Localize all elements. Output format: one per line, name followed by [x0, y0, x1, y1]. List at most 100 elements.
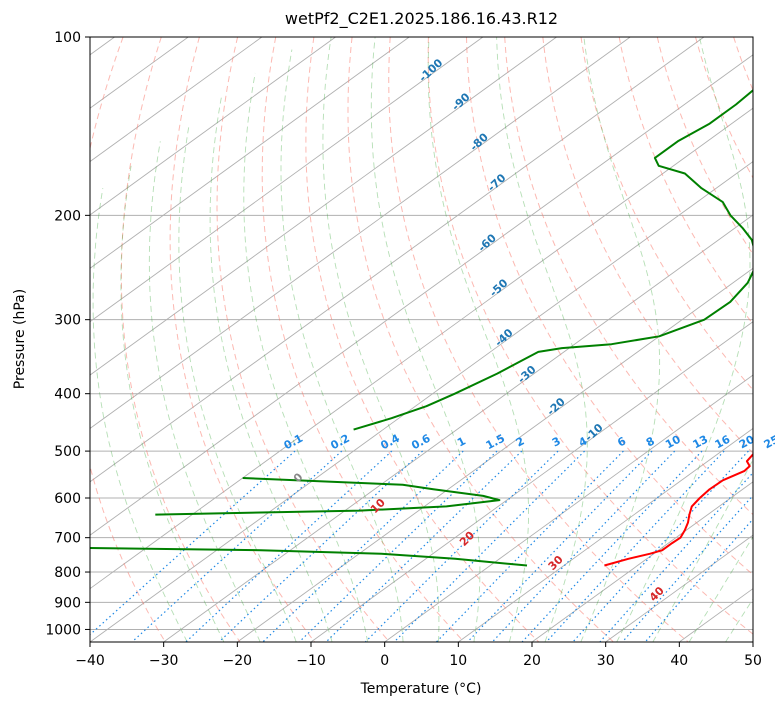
moist-adiabat-line — [427, 37, 529, 642]
dry-adiabat-label: 0 — [291, 470, 306, 485]
axes: −40 −30 −20 −10 0 10 20 30 40 5010020030040050060… — [45, 30, 762, 669]
profile-lines — [90, 89, 753, 567]
x-tick-label: −30 — [149, 653, 179, 669]
dry-adiabat-line — [388, 37, 689, 642]
moist-adiabat-line — [370, 37, 481, 642]
moist-adiabat-line — [209, 94, 333, 642]
mixing-ratio-label: 2 — [514, 434, 527, 449]
y-tick-label: 100 — [54, 30, 81, 46]
dry-adiabat-label: 30 — [546, 553, 566, 573]
isotherm-line — [90, 54, 753, 536]
isotherm-label: -80 — [468, 130, 492, 153]
isotherm-line — [752, 641, 753, 642]
mixing-ratio-line — [262, 450, 464, 642]
mixing-ratio-label: 6 — [615, 434, 628, 449]
mixing-ratio-line — [521, 450, 703, 642]
y-tick-label: 400 — [54, 387, 81, 403]
dry-adiabat-line — [580, 37, 753, 391]
mixing-ratio-label: 20 — [737, 433, 757, 452]
x-tick-label: 50 — [744, 653, 762, 669]
moist-adiabat-line — [120, 165, 225, 642]
isotherm-label: -100 — [416, 56, 445, 85]
moist-adiabat-line — [725, 598, 753, 642]
dry-adiabat-line — [0, 37, 9, 642]
dry-adiabat-line — [90, 639, 92, 642]
isotherm-line — [237, 267, 753, 642]
dry-adiabat-line — [169, 37, 316, 642]
isotherm-line — [90, 37, 705, 483]
x-tick-label: 30 — [597, 653, 615, 669]
dry-adiabat-label: 10 — [368, 496, 388, 516]
x-tick-label: 40 — [670, 653, 688, 669]
mixing-ratio-line — [467, 450, 653, 642]
dry-adiabat-label: 20 — [457, 529, 477, 549]
mixing-ratio-line — [325, 450, 523, 642]
mixing-ratio-line — [218, 450, 424, 642]
moist-adiabat-line — [243, 72, 369, 642]
y-tick-label: 500 — [54, 444, 81, 460]
mixing-ratio-line — [572, 450, 749, 642]
moist-adiabat-line — [280, 49, 404, 642]
isotherm-line — [90, 37, 263, 163]
isotherm-line — [90, 107, 753, 590]
isotherm-label: -20 — [544, 395, 568, 418]
moist-adiabat-line — [580, 37, 661, 642]
moist-adiabat-line — [148, 141, 261, 642]
mixing-ratio-label: 1 — [455, 434, 468, 449]
dry-adiabat-line — [347, 37, 614, 642]
isotherm-line — [90, 161, 753, 642]
mixing-ratio-label: 0.2 — [328, 432, 351, 453]
isotherm-label: -50 — [487, 276, 511, 299]
x-tick-label: 0 — [380, 653, 389, 669]
isotherm-label: -60 — [476, 231, 500, 254]
isotherm-label: -30 — [515, 363, 539, 386]
isotherm-line — [531, 481, 753, 642]
isotherm-line — [90, 37, 189, 109]
moist-adiabat-line — [616, 37, 751, 642]
chart-title: wetPf2_C2E1.2025.186.16.43.R12 — [284, 9, 559, 28]
y-tick-label: 800 — [54, 565, 81, 581]
mixing-ratio-label: 0.4 — [378, 432, 402, 453]
x-axis-label: Temperature (°C) — [360, 681, 482, 697]
isotherm-label: -90 — [449, 90, 473, 113]
isotherm-line — [163, 214, 753, 642]
moist-adiabat-line — [92, 188, 188, 642]
dry-adiabat-line — [216, 37, 390, 642]
dry-adiabat-line — [466, 37, 753, 576]
temperature-profile-line — [604, 452, 753, 567]
mixing-ratio-label: 8 — [644, 434, 657, 449]
mixing-ratio-line — [364, 450, 559, 642]
dry-adiabat-line — [305, 37, 540, 642]
dry-adiabat-line — [695, 37, 753, 179]
isotherm-line — [90, 37, 336, 216]
mixing-ratio-label: 16 — [713, 433, 733, 452]
dry-adiabat-line — [618, 37, 753, 325]
isotherm-line — [90, 37, 484, 323]
isotherm-line — [90, 37, 410, 269]
mixing-ratio-line — [393, 450, 586, 642]
mixing-ratio-label: 10 — [663, 433, 683, 452]
dry-adiabat-line — [656, 37, 753, 255]
moist-adiabat-line — [496, 37, 588, 642]
dewpoint-profile-line — [353, 89, 753, 431]
dewpoint-profile-line — [90, 547, 528, 567]
mixing-ratio-line — [185, 450, 393, 642]
mixing-ratio-line — [298, 450, 498, 642]
mixing-ratio-line — [90, 450, 296, 636]
dewpoint-profile-line — [155, 477, 501, 516]
mixing-ratio-line — [644, 518, 753, 642]
mixing-ratio-label: 13 — [691, 433, 711, 452]
mixing-ratio-label: 25 — [762, 433, 775, 452]
y-tick-label: 600 — [54, 491, 81, 507]
isotherm-line — [310, 321, 753, 642]
mixing-ratio-label: 3 — [550, 434, 563, 449]
isotherm-line — [384, 374, 753, 642]
x-tick-label: −40 — [75, 653, 105, 669]
mixing-ratio-line — [545, 450, 725, 642]
moist-adiabat-line — [178, 123, 297, 642]
x-tick-label: −20 — [223, 653, 253, 669]
dry-adiabat-line — [542, 37, 753, 454]
moist-adiabat-line — [322, 37, 440, 642]
dry-adiabat-line — [261, 37, 465, 642]
